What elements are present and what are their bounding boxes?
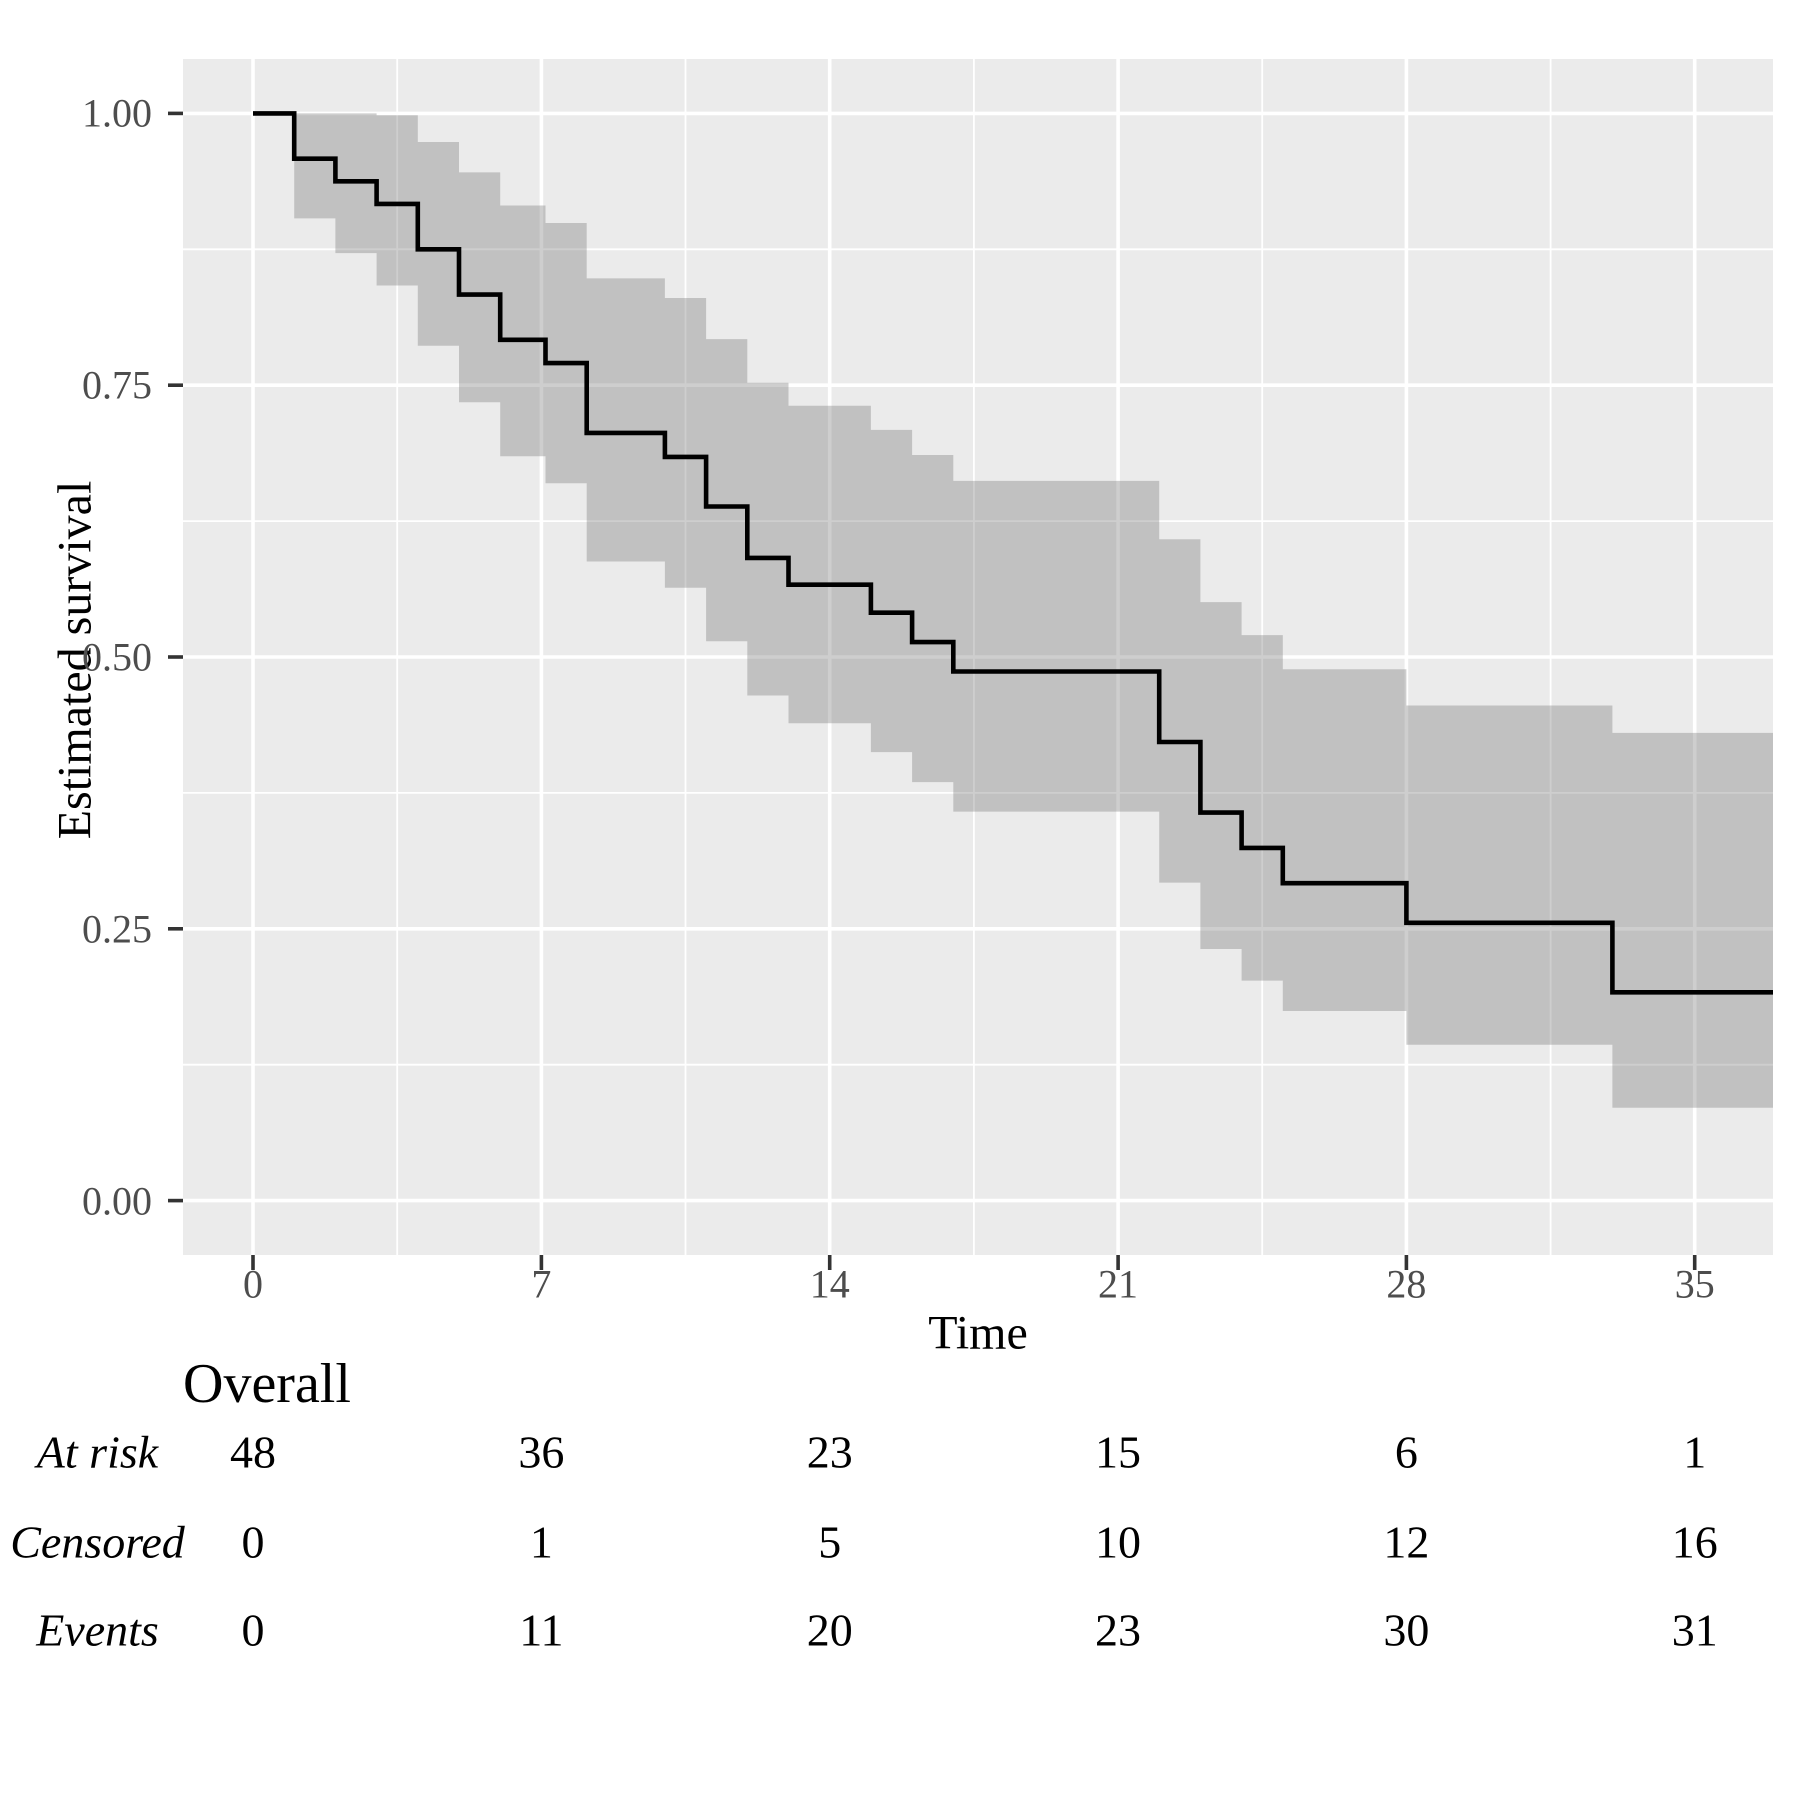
x-tick-label: 35 <box>1674 1261 1715 1307</box>
x-tick-label: 28 <box>1386 1261 1427 1307</box>
risk-value-at-risk: 36 <box>518 1426 565 1478</box>
risk-row-label-events: Events <box>36 1604 159 1656</box>
x-tick-label: 0 <box>243 1261 264 1307</box>
risk-value-events: 11 <box>519 1604 564 1656</box>
x-tick-label: 14 <box>809 1261 850 1307</box>
risk-row-label-at-risk: At risk <box>36 1426 159 1478</box>
survival-step-curve <box>253 111 1773 995</box>
survival-plot <box>168 59 1774 1270</box>
risk-row-label-censored: Censored <box>10 1516 185 1568</box>
risk-value-events: 20 <box>806 1604 853 1656</box>
risk-value-censored: 5 <box>818 1516 842 1568</box>
y-tick-label: 1.00 <box>82 90 152 136</box>
risk-value-censored: 16 <box>1671 1516 1718 1568</box>
risk-value-at-risk: 6 <box>1394 1426 1418 1478</box>
risk-value-events: 30 <box>1383 1604 1430 1656</box>
major-gridlines <box>183 59 1773 1255</box>
risk-value-censored: 12 <box>1383 1516 1430 1568</box>
y-tick-label: 0.00 <box>82 1178 152 1224</box>
confidence-interval-ribbon <box>294 113 1774 1108</box>
risk-value-events: 23 <box>1095 1604 1142 1656</box>
y-tick-label: 0.50 <box>82 634 152 680</box>
x-axis-title: Time <box>928 1306 1028 1360</box>
x-tick-label: 7 <box>531 1261 552 1307</box>
risk-value-at-risk: 1 <box>1683 1426 1707 1478</box>
risk-value-at-risk: 15 <box>1095 1426 1142 1478</box>
y-tick-label: 0.25 <box>82 906 152 952</box>
risk-table-group-title: Overall <box>183 1353 351 1415</box>
risk-value-events: 0 <box>241 1604 265 1656</box>
risk-value-at-risk: 48 <box>230 1426 277 1478</box>
axis-tick-marks <box>168 111 1697 1270</box>
risk-value-censored: 0 <box>241 1516 265 1568</box>
x-tick-label: 21 <box>1098 1261 1139 1307</box>
y-tick-label: 0.75 <box>82 362 152 408</box>
risk-value-censored: 10 <box>1095 1516 1142 1568</box>
risk-value-censored: 1 <box>529 1516 553 1568</box>
risk-value-events: 31 <box>1671 1604 1718 1656</box>
risk-value-at-risk: 23 <box>806 1426 853 1478</box>
